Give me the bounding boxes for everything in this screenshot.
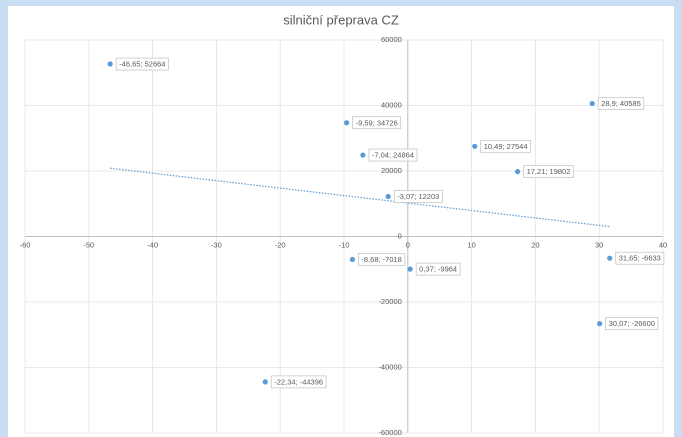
y-tick-label: -40000	[378, 362, 401, 371]
point	[607, 255, 613, 261]
x-tick-label: 10	[467, 240, 475, 249]
point	[360, 152, 366, 158]
x-tick-label: -40	[147, 240, 158, 249]
data-label: -46,65; 52664	[119, 60, 165, 69]
data-label-box	[115, 57, 169, 71]
data-label-box	[523, 165, 574, 178]
data-label-box	[415, 262, 461, 276]
data-label: 31,65; -6633	[619, 254, 661, 263]
data-label: -9,59; 34726	[356, 118, 398, 127]
data-label: 10,49; 27544	[484, 142, 528, 151]
x-tick-label: -20	[275, 240, 286, 249]
point	[472, 143, 478, 149]
data-label-box	[605, 317, 659, 330]
data-label: 28,9; 40585	[601, 99, 641, 108]
data-label-box	[597, 97, 645, 110]
x-tick-label: 30	[595, 240, 603, 249]
x-tick-label: 20	[531, 240, 539, 249]
x-tick-label: 0	[406, 240, 410, 249]
data-label: 17,21; 19802	[527, 167, 571, 176]
point	[262, 379, 268, 385]
y-tick-label: 20000	[381, 166, 402, 175]
data-label: 30,07; -26600	[609, 319, 655, 328]
data-label-box	[393, 190, 443, 203]
data-label-box	[352, 116, 402, 130]
y-tick-label: 0	[398, 231, 402, 240]
point	[107, 61, 113, 67]
y-tick-label: 40000	[381, 100, 402, 109]
data-label-box	[368, 148, 418, 162]
x-tick-label: -30	[211, 240, 222, 249]
point	[385, 193, 391, 200]
data-label: -3,07; 12203	[397, 192, 439, 201]
y-tick-label: 60000	[381, 35, 402, 44]
point	[344, 120, 350, 126]
chart-area	[8, 6, 674, 437]
y-tick-label: -20000	[378, 297, 401, 306]
data-label: 0,37; -9964	[419, 265, 457, 274]
point	[597, 321, 603, 327]
y-tick-label: -60000	[378, 428, 401, 437]
x-tick-label: -50	[83, 240, 94, 249]
data-label-box	[270, 375, 327, 389]
x-tick-label: -60	[20, 240, 31, 249]
data-label-box	[615, 251, 665, 265]
data-label-box	[480, 139, 531, 153]
point	[407, 266, 413, 272]
x-tick-label: 40	[659, 240, 667, 249]
point	[589, 100, 595, 107]
data-label: -7,04; 24864	[372, 151, 414, 160]
data-label: -8,68; -7018	[361, 255, 401, 264]
point	[514, 169, 521, 175]
chart-title: silniční přeprava CZ	[283, 12, 399, 27]
data-label: -22,34; -44396	[274, 377, 323, 386]
x-tick-label: -10	[339, 240, 350, 249]
point	[349, 256, 356, 263]
data-label-box	[358, 253, 406, 266]
